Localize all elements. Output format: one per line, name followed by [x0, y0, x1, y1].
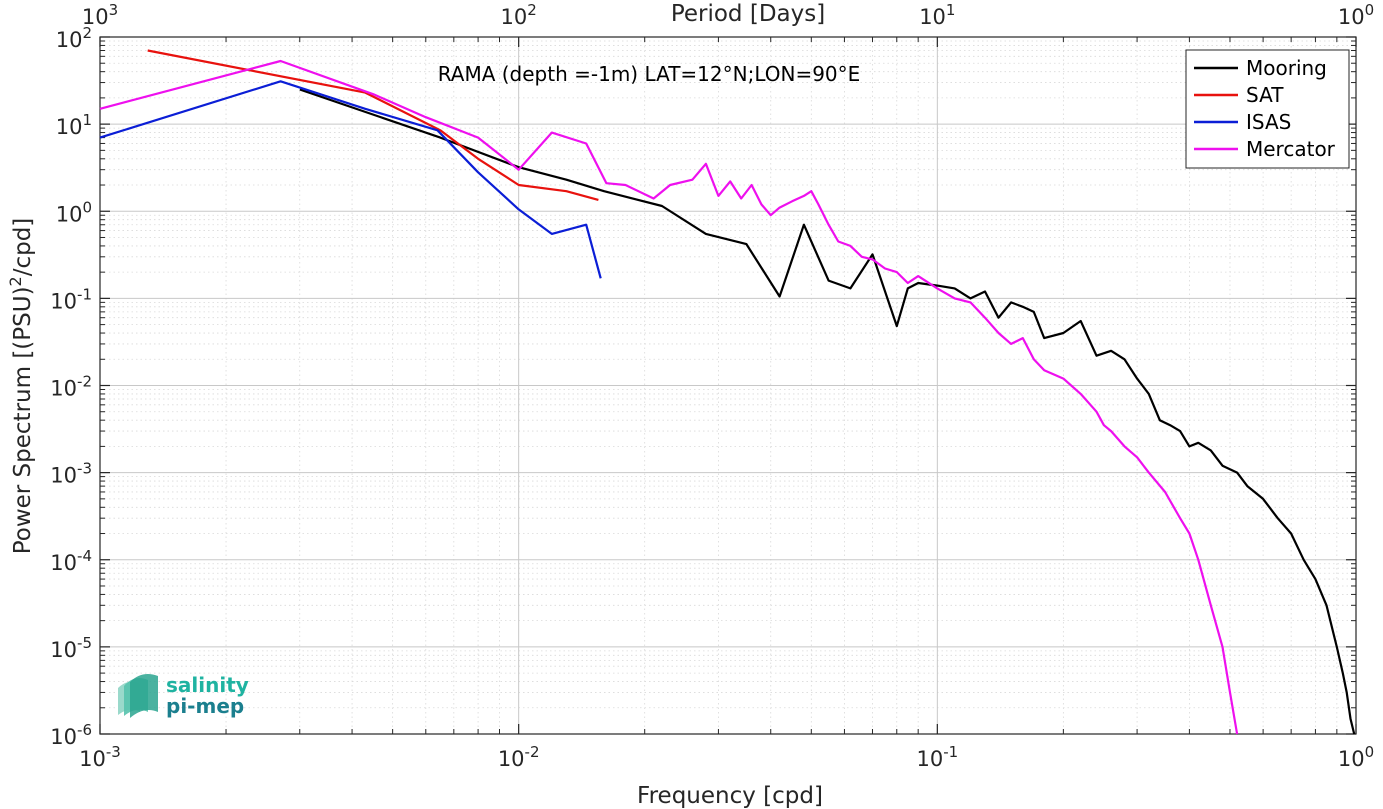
legend-label-mercator: Mercator — [1246, 137, 1336, 161]
y-tick-label: 10-6 — [50, 721, 92, 749]
wave-logo-icon — [118, 674, 158, 718]
legend-label-sat: SAT — [1246, 83, 1284, 107]
y-tick-label: 10-3 — [50, 460, 92, 488]
y-tick-label: 102 — [56, 24, 92, 52]
y-axis-label: Power Spectrum [(PSU)2/cpd] — [6, 218, 36, 555]
legend: Mooring SAT ISAS Mercator — [1185, 49, 1350, 169]
y-tick-label: 10-5 — [50, 634, 92, 662]
tick-marks — [99, 36, 1357, 735]
series-line-isas — [99, 80, 602, 279]
x-tick-label: 10-1 — [916, 743, 958, 771]
series-line-mooring — [299, 88, 1356, 735]
legend-label-mooring: Mooring — [1246, 56, 1327, 80]
y-tick-label: 100 — [56, 198, 92, 226]
y-tick-label: 101 — [56, 111, 92, 139]
logo-text-salinity: salinity — [166, 673, 249, 697]
y-tick-label: 10-1 — [50, 285, 92, 313]
top-x-tick-label: 101 — [919, 1, 955, 29]
x-tick-label: 100 — [1338, 743, 1374, 771]
x-axis-label: Frequency [cpd] — [637, 783, 823, 809]
top-x-tick-label: 100 — [1338, 1, 1374, 29]
series-line-sat — [147, 49, 599, 201]
y-tick-label: 10-4 — [50, 547, 92, 575]
logo-text-pi-mep: pi-mep — [166, 694, 244, 718]
minor-grid — [100, 37, 1356, 734]
top-x-tick-label: 103 — [82, 1, 118, 29]
top-x-tick-label: 102 — [501, 1, 537, 29]
chart-title: RAMA (depth =-1m) LAT=12°N;LON=90°E — [438, 62, 861, 86]
top-axis-label: Period [Days] — [671, 1, 825, 27]
series-lines — [99, 49, 1356, 735]
salinity-pi-mep-logo: salinity pi-mep — [118, 673, 249, 718]
x-tick-label: 10-3 — [79, 743, 121, 771]
x-tick-label: 10-2 — [498, 743, 540, 771]
legend-label-isas: ISAS — [1246, 110, 1291, 134]
series-line-mercator — [99, 59, 1239, 735]
y-tick-label: 10-2 — [50, 373, 92, 401]
